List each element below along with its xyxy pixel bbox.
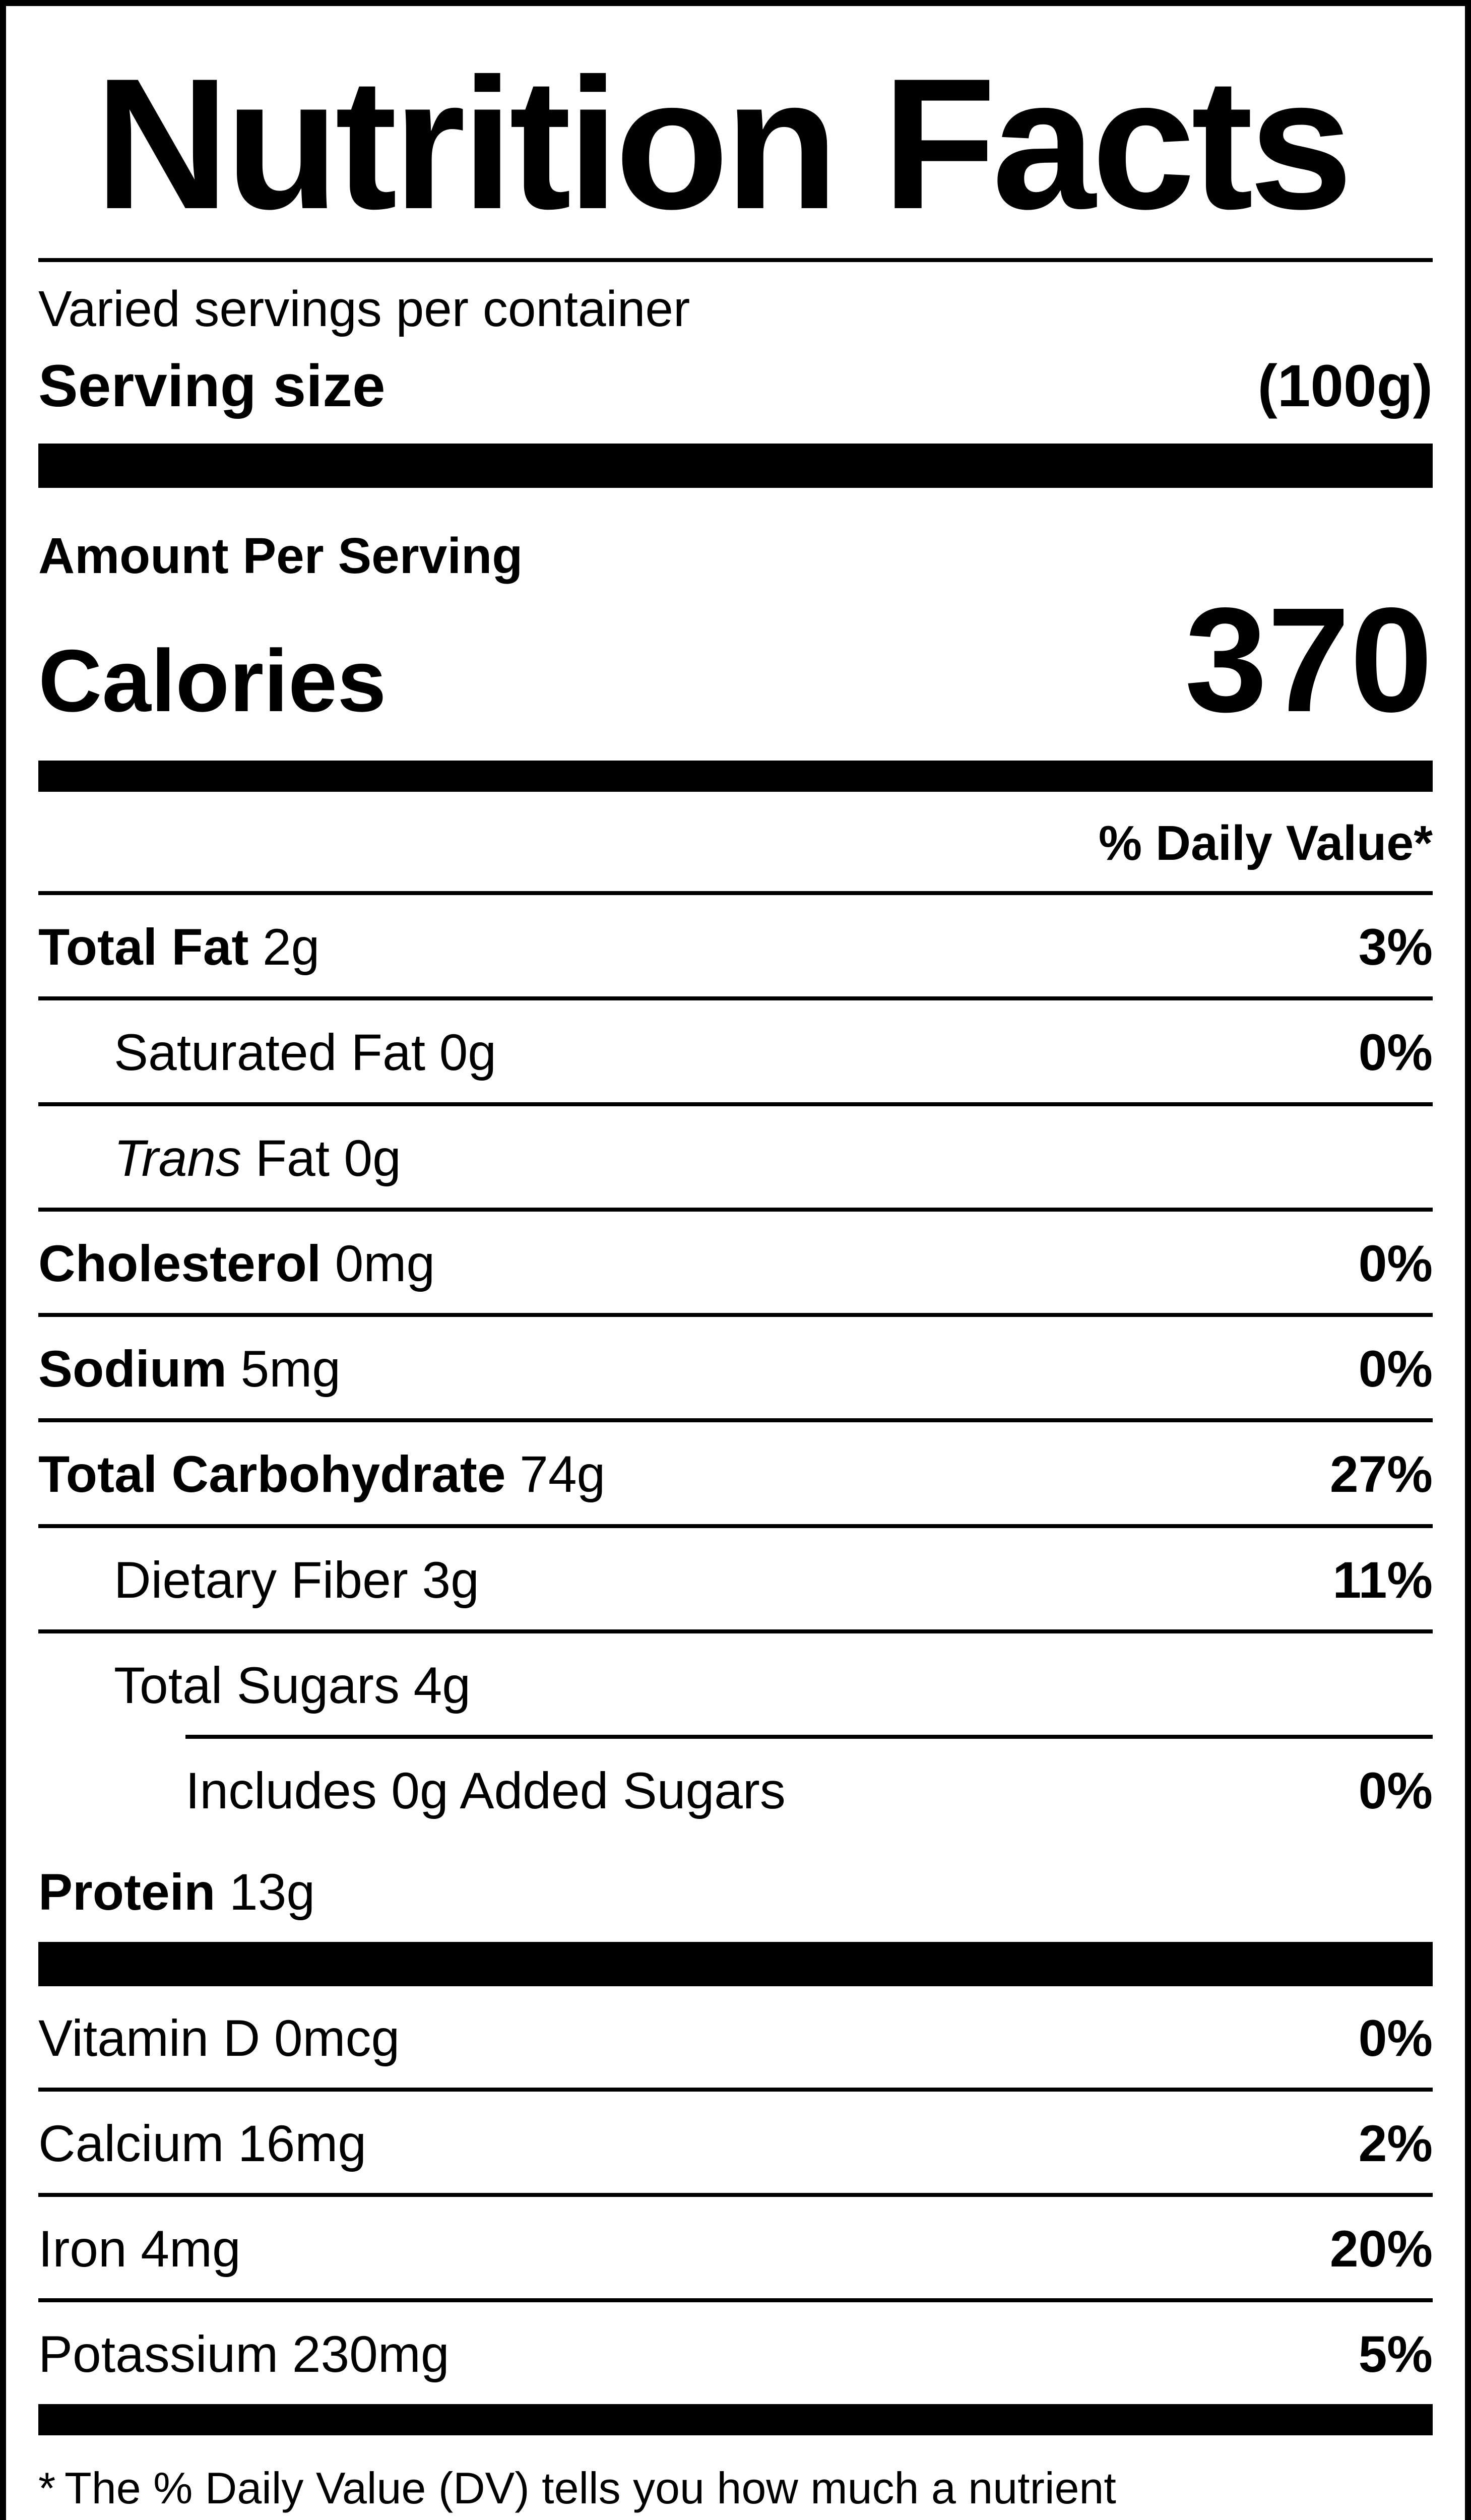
- calories-row: Calories 370: [38, 576, 1433, 761]
- footnote-text: The % Daily Value (DV) tells you how muc…: [65, 2463, 1116, 2513]
- nutrient-row-saturated-fat: Saturated Fat 0g 0%: [38, 1000, 1433, 1106]
- footnote-asterisk: *: [38, 2463, 56, 2513]
- nutrient-dv: 2%: [1358, 2114, 1433, 2172]
- calories-label: Calories: [38, 632, 387, 730]
- nutrient-row-sodium: Sodium 5mg 0%: [38, 1317, 1433, 1423]
- nutrient-dv: 0%: [1358, 1340, 1433, 1398]
- nutrient-row-total-fat: Total Fat 2g 3%: [38, 895, 1433, 1001]
- rule-above-added-sugars: [185, 1735, 1433, 1739]
- nutrient-dv: 20%: [1329, 2220, 1433, 2278]
- nutrient-name-amount: Iron 4mg: [38, 2220, 241, 2278]
- nutrient-dv: 5%: [1358, 2325, 1433, 2383]
- micronutrient-row-vitamin-d: Vitamin D 0mcg 0%: [38, 1986, 1433, 2092]
- nutrient-name-amount: Vitamin D 0mcg: [38, 2009, 400, 2067]
- nutrient-dv: 0%: [1358, 1234, 1433, 1292]
- micronutrient-row-iron: Iron 4mg 20%: [38, 2197, 1433, 2303]
- separator-bar-protein: [38, 1941, 1433, 1986]
- nutrient-name-amount: Potassium 230mg: [38, 2325, 450, 2383]
- separator-bar-calories: [38, 760, 1433, 792]
- nutrient-row-total-carbohydrate: Total Carbohydrate 74g 27%: [38, 1422, 1433, 1528]
- nutrient-row-dietary-fiber: Dietary Fiber 3g 11%: [38, 1528, 1433, 1633]
- nutrient-dv: 0%: [1358, 1024, 1433, 1082]
- trans-italic: Trans: [114, 1129, 242, 1187]
- nutrient-row-protein: Protein 13g: [38, 1840, 1433, 1941]
- nutrient-name-amount: Trans Fat 0g: [114, 1129, 401, 1187]
- serving-size-label: Serving size: [38, 353, 386, 420]
- daily-value-footnote: * The % Daily Value (DV) tells you how m…: [38, 2435, 1433, 2520]
- label-title: Nutrition Facts: [95, 40, 1353, 248]
- nutrient-name-amount: Saturated Fat 0g: [114, 1024, 497, 1082]
- nutrient-name-amount: Total Fat 2g: [38, 918, 320, 976]
- nutrient-row-cholesterol: Cholesterol 0mg 0%: [38, 1212, 1433, 1317]
- servings-per-container: Varied servings per container: [38, 281, 690, 338]
- nutrient-name-amount: Protein 13g: [38, 1863, 315, 1921]
- nutrient-dv: 0%: [1358, 1762, 1433, 1820]
- nutrient-name-amount: Total Carbohydrate 74g: [38, 1445, 606, 1503]
- nutrient-dv: 0%: [1358, 2009, 1433, 2067]
- nutrient-name-amount: Cholesterol 0mg: [38, 1234, 435, 1292]
- nutrient-row-added-sugars: Includes 0g Added Sugars 0%: [38, 1739, 1433, 1840]
- micronutrient-row-potassium: Potassium 230mg 5%: [38, 2302, 1433, 2404]
- daily-value-header: % Daily Value*: [38, 792, 1433, 896]
- nutrient-dv: 3%: [1358, 918, 1433, 976]
- separator-bar-bottom: [38, 2404, 1433, 2435]
- calories-value: 370: [1184, 576, 1433, 743]
- rule-under-title: [38, 258, 1433, 263]
- nutrient-row-trans-fat: Trans Fat 0g: [38, 1106, 1433, 1212]
- nutrient-name-amount: Sodium 5mg: [38, 1340, 341, 1398]
- nutrient-name-amount: Includes 0g Added Sugars: [185, 1762, 786, 1820]
- serving-size-value: (100g): [1257, 353, 1433, 420]
- nutrient-name-amount: Total Sugars 4g: [114, 1656, 471, 1714]
- nutrient-dv: 11%: [1332, 1551, 1433, 1609]
- serving-size-row: Serving size (100g): [38, 339, 1433, 444]
- separator-bar-top: [38, 443, 1433, 488]
- micronutrient-row-calcium: Calcium 16mg 2%: [38, 2092, 1433, 2197]
- nutrient-row-total-sugars: Total Sugars 4g: [38, 1633, 1433, 1735]
- nutrient-name-amount: Calcium 16mg: [38, 2114, 367, 2172]
- amount-per-serving-label: Amount Per Serving: [38, 527, 523, 584]
- nutrient-name-amount: Dietary Fiber 3g: [114, 1551, 479, 1609]
- nutrient-dv: 27%: [1329, 1445, 1433, 1503]
